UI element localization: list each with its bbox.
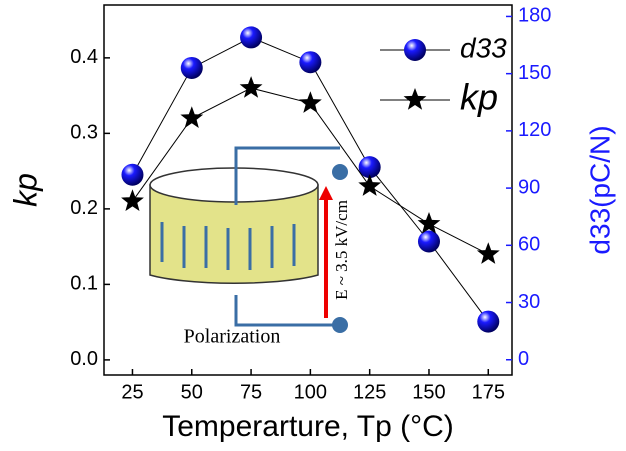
y2-tick-label: 0 — [518, 348, 529, 370]
annotation: E ~ 3.5 kV/cm — [332, 200, 351, 300]
plot-frame — [103, 4, 513, 376]
x-tick-label: 75 — [240, 381, 262, 403]
y2-tick-label: 60 — [518, 234, 540, 256]
y-tick-label: 0.3 — [70, 122, 98, 144]
x-tick-label: 175 — [472, 381, 505, 403]
legend-label: kp — [460, 77, 498, 118]
y-tick-label: 0.0 — [70, 348, 98, 370]
y-axis-title: kp — [7, 173, 43, 207]
star-marker — [239, 76, 263, 98]
electrode — [332, 164, 348, 180]
star-marker — [476, 242, 500, 264]
x-tick-label: 50 — [181, 381, 203, 403]
cylinder-body — [149, 184, 319, 284]
sphere-marker — [240, 26, 263, 49]
sphere-marker — [121, 163, 144, 186]
cylinder-top — [149, 167, 319, 203]
y-tick-label: 0.4 — [70, 46, 98, 68]
y2-tick-label: 120 — [518, 119, 551, 141]
star-marker — [299, 91, 322, 113]
y-tick-label: 0.1 — [70, 273, 98, 295]
star-marker — [121, 189, 144, 211]
y2-tick-label: 30 — [518, 291, 540, 313]
star-marker — [403, 88, 427, 110]
y2-tick-label: 180 — [518, 5, 551, 27]
sphere-marker — [180, 56, 203, 79]
y2-tick-label: 90 — [518, 176, 540, 198]
x-tick-label: 25 — [121, 381, 143, 403]
x-tick-label: 125 — [353, 381, 386, 403]
electrode — [332, 317, 348, 333]
y-tick-label: 0.2 — [70, 197, 98, 219]
field-arrow-head — [319, 186, 333, 200]
x-tick-label: 100 — [294, 381, 327, 403]
annotation: Polarization — [184, 326, 281, 348]
sphere-marker — [417, 230, 440, 253]
y2-tick-label: 150 — [518, 62, 551, 84]
x-tick-label: 150 — [412, 381, 445, 403]
sphere-marker — [404, 39, 426, 61]
x-axis-title: Temperarture, Tp (°C) — [162, 410, 454, 443]
sphere-marker — [358, 156, 381, 179]
dipole-arrows — [160, 222, 296, 270]
sphere-marker — [477, 310, 500, 333]
legend-label: d33 — [460, 32, 507, 63]
y2-axis-title: d33(pC/N) — [584, 125, 615, 254]
sphere-marker — [299, 51, 322, 74]
star-marker — [358, 174, 382, 196]
star-marker — [417, 212, 441, 234]
inset-diagram: Polarization E ~ 3.5 kV/cm — [149, 146, 351, 348]
star-marker — [180, 106, 204, 128]
wires — [234, 146, 340, 327]
